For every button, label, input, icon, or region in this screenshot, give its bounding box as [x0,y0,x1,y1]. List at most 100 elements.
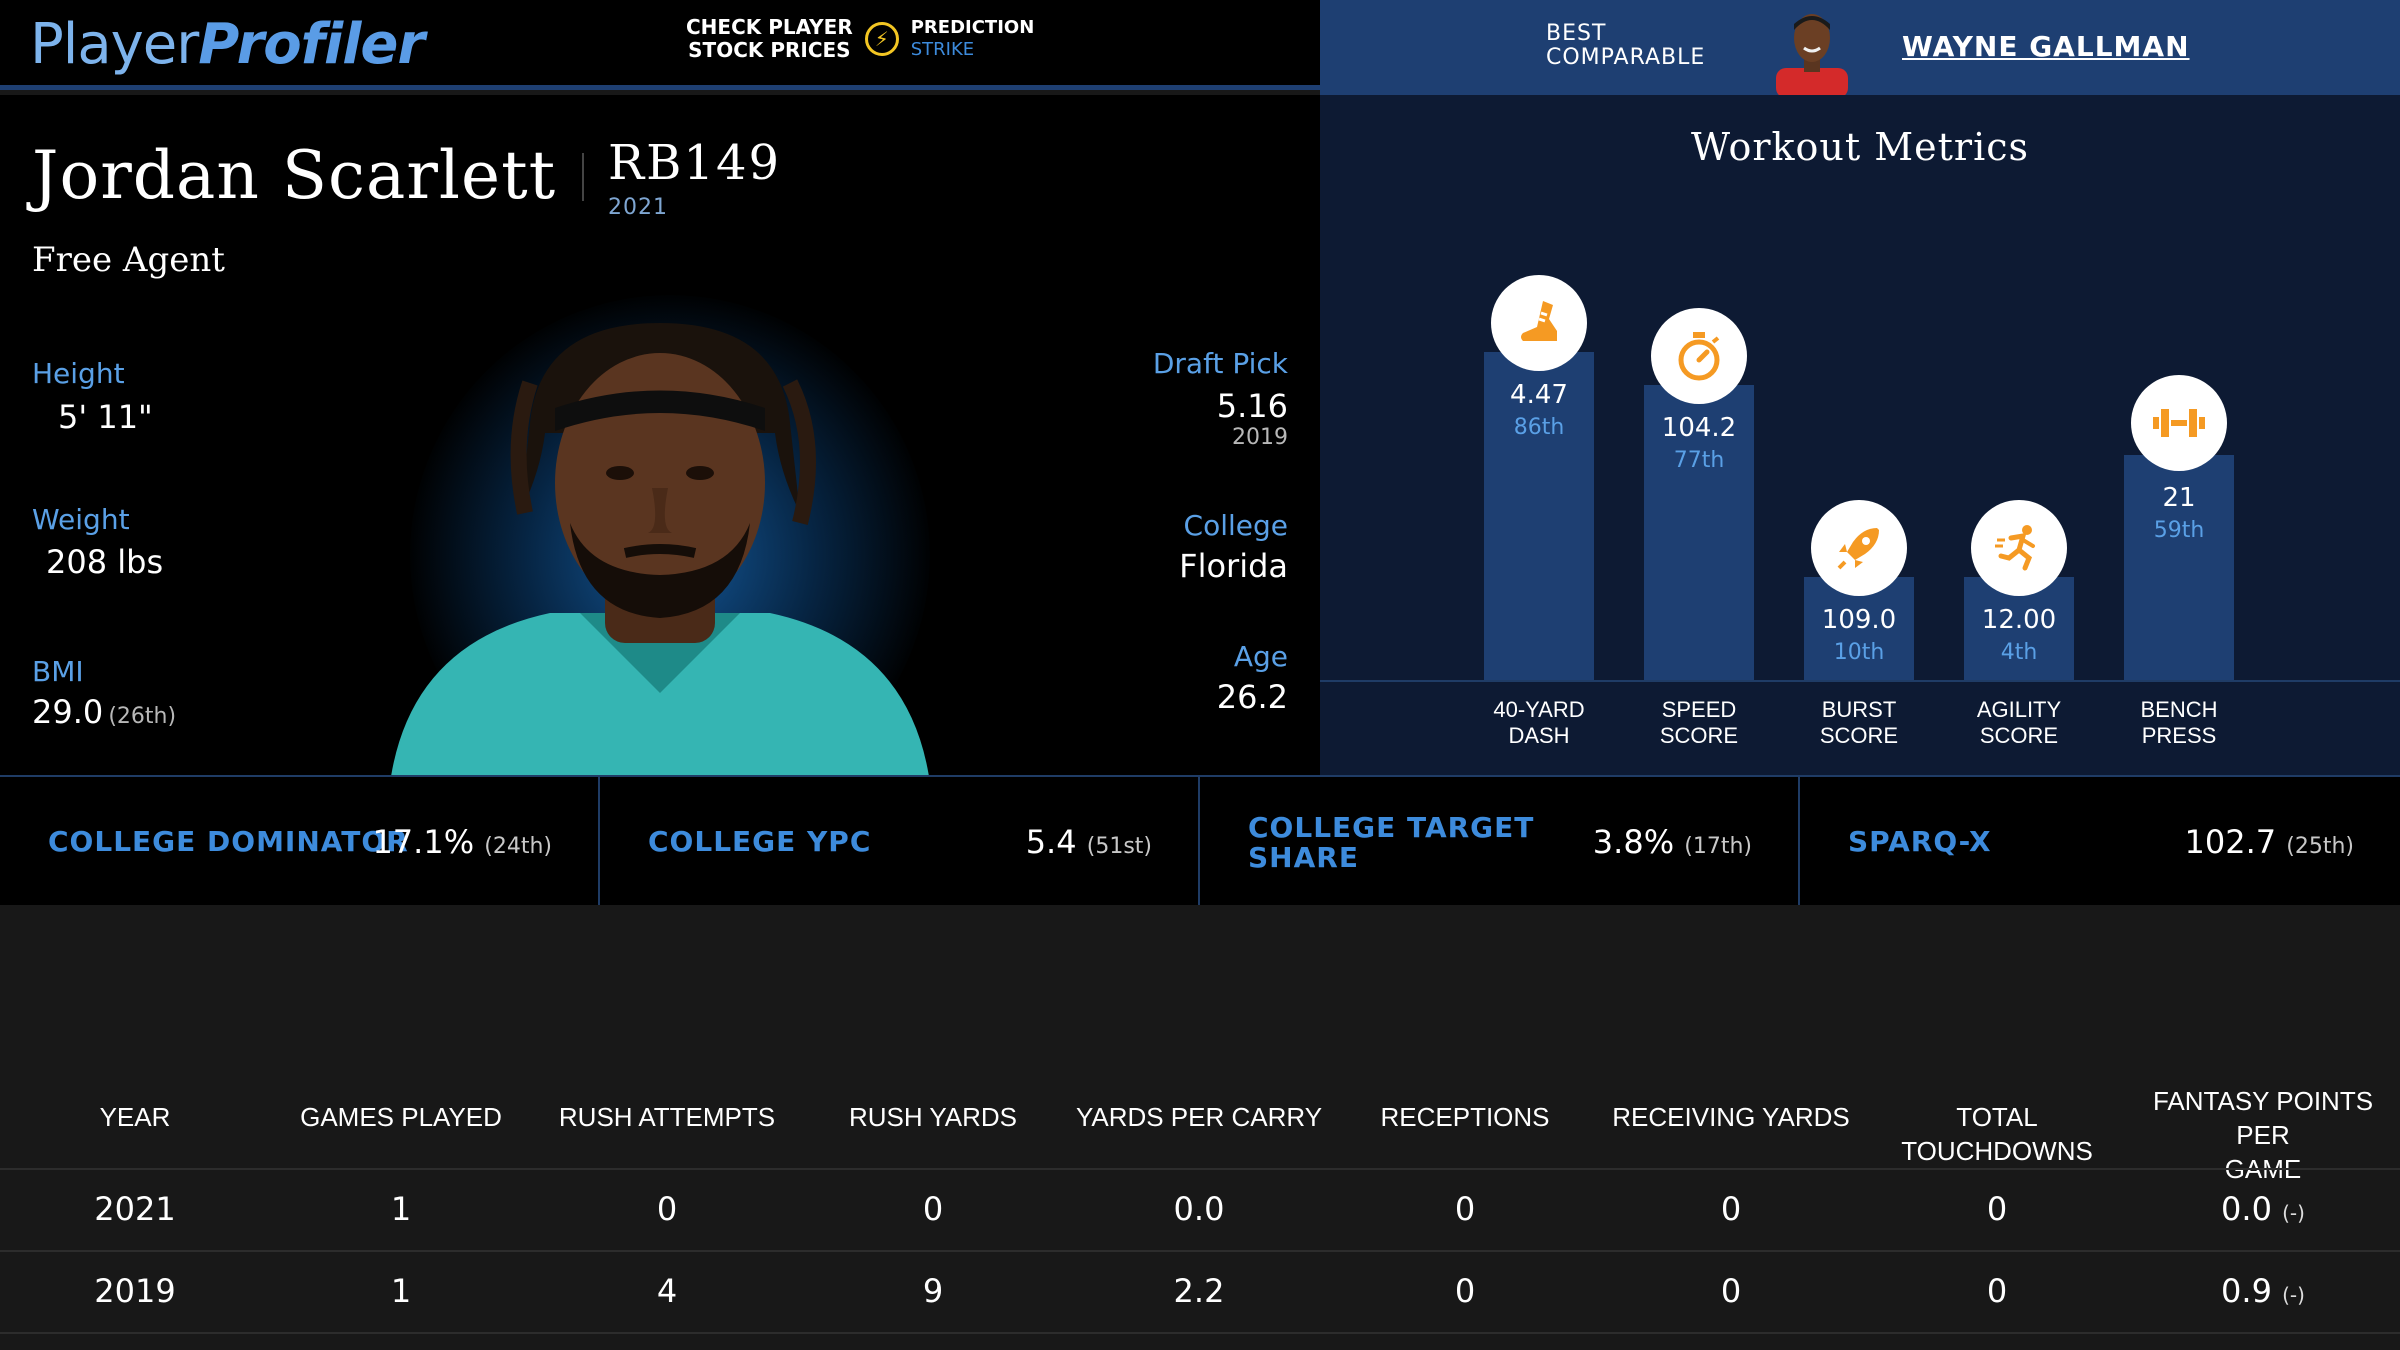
comparable-label-line-1: BEST [1546,21,1607,46]
fantasy-points-value: 0.9 [2221,1272,2272,1310]
fantasy-points-note: (-) [2282,1201,2305,1225]
cell-games: 1 [390,1272,412,1310]
metric-sparq-x: SPARQ-X 102.7 (25th) [1800,777,2400,905]
metric-value-group: 3.8% (17th) [1593,823,1752,861]
cell-receiving-yards: 0 [1720,1272,1742,1310]
college-metrics-strip: COLLEGE DOMINATOR 17.1% (24th) COLLEGE Y… [0,775,2400,905]
cell-receptions: 0 [1454,1272,1476,1310]
name-divider [582,153,584,201]
stats-table [0,905,2400,1350]
metric-value-group: 102.7 (25th) [2184,823,2354,861]
bmi-percentile: (26th) [108,704,177,729]
bar-speed-score [1644,385,1754,680]
player-name: Jordan Scarlett [32,137,557,214]
fantasy-points-value: 0.0 [2221,1190,2272,1228]
cell-rush-attempts: 0 [656,1190,678,1228]
cell-fantasy-points: 0.0 (-) [2133,1190,2393,1228]
bar-value-40-yard-dash: 4.47 [1510,380,1568,410]
metric-percentile: (51st) [1086,834,1152,859]
cell-receptions: 0 [1454,1190,1476,1228]
cell-rush-yards: 9 [922,1272,944,1310]
column-header-fantasy-points-per-game[interactable]: FANTASY POINTS PER GAME [2133,1084,2393,1186]
bar-percentile-burst-score: 10th [1833,640,1885,665]
metric-percentile: (24th) [484,834,552,859]
promo-brand-line-1: PREDICTION [910,17,1035,38]
bar-label-speed-score: SPEED SCORE [1619,697,1779,749]
promo-text: CHECK PLAYER STOCK PRICES [686,16,853,62]
table-row-divider [0,1332,2400,1334]
height-label: Height [32,357,125,390]
label-line: BURST [1821,697,1897,722]
weight-value: 208 lbs [46,543,164,581]
bmi-value-group: 29.0 (26th) [32,693,176,731]
bar-value-burst-score: 109.0 [1821,605,1897,635]
metric-value: 3.8% [1592,823,1675,861]
column-header-rush-attempts[interactable]: RUSH ATTEMPTS [558,1102,776,1132]
promo-brand-line-2: STRIKE [910,39,975,60]
bar-label-agility-score: AGILITY SCORE [1939,697,2099,749]
bar-bench-press [2124,455,2234,680]
column-header-receiving-yards[interactable]: RECEIVING YARDS [1612,1102,1850,1132]
table-row-divider [0,1168,2400,1170]
label-line: AGILITY [1976,697,2062,722]
dumbbell-icon [2131,375,2227,471]
cell-receiving-yards: 0 [1720,1190,1742,1228]
stopwatch-icon [1651,308,1747,404]
best-comparable-label: BEST COMPARABLE [1546,22,1705,70]
metric-label[interactable]: COLLEGE TARGET SHARE [1248,813,1534,873]
metric-percentile: (25th) [2286,834,2354,859]
metric-value: 102.7 [2184,823,2277,861]
bar-value-agility-score: 12.00 [1981,605,2057,635]
label-line: BENCH [2140,697,2218,722]
column-header-year[interactable]: YEAR [99,1102,171,1132]
bar-percentile-40-yard-dash: 86th [1513,415,1565,440]
college-label: College [1183,509,1288,542]
prediction-strike-promo[interactable]: CHECK PLAYER STOCK PRICES ⚡ PREDICTION S… [686,16,1034,62]
chart-baseline [1320,680,2400,682]
lightning-bolt-icon: ⚡ [864,22,899,56]
label-line: 40-YARD [1493,697,1585,722]
cell-ypc: 0.0 [1173,1190,1225,1228]
table-row-divider [0,1250,2400,1252]
rocket-icon [1811,500,1907,596]
metric-value: 17.1% [372,823,475,861]
cell-rush-yards: 0 [922,1190,944,1228]
position-rank: RB149 [608,135,782,191]
site-logo[interactable]: PlayerProfiler [30,12,425,77]
comparable-player-link[interactable]: WAYNE GALLMAN [1902,30,2190,63]
metric-label[interactable]: COLLEGE YPC [648,825,872,858]
bar-percentile-bench-press: 59th [2153,518,2205,543]
column-header-total-touchdowns[interactable]: TOTAL TOUCHDOWNS [1901,1102,2093,1166]
metric-label-line-1: COLLEGE TARGET [1248,811,1535,844]
cell-touchdowns: 0 [1986,1272,2008,1310]
column-header-rush-yards[interactable]: RUSH YARDS [848,1102,1018,1132]
cell-ypc: 2.2 [1173,1272,1225,1310]
bar-percentile-agility-score: 4th [2000,640,2038,665]
metric-college-target-share: COLLEGE TARGET SHARE 3.8% (17th) [1200,777,1800,905]
weight-label: Weight [32,503,130,536]
metric-label[interactable]: SPARQ-X [1848,825,1992,858]
metric-percentile: (17th) [1684,834,1752,859]
metric-college-dominator: COLLEGE DOMINATOR 17.1% (24th) [0,777,600,905]
cell-year: 2021 [94,1190,176,1228]
column-header-yards-per-carry[interactable]: YARDS PER CARRY [1075,1102,1323,1132]
metric-college-ypc: COLLEGE YPC 5.4 (51st) [600,777,1200,905]
label-line: SCORE [1659,723,1739,748]
player-headshot [391,323,929,775]
cell-year: 2019 [94,1272,176,1310]
cell-touchdowns: 0 [1986,1190,2008,1228]
promo-line-2: STOCK PRICES [688,38,851,62]
promo-brand: PREDICTION STRIKE [911,17,1035,61]
bmi-value: 29.0 [32,693,104,731]
bar-value-speed-score: 104.2 [1661,413,1737,443]
bar-percentile-speed-score: 77th [1673,448,1725,473]
column-header-receptions[interactable]: RECEPTIONS [1380,1102,1550,1132]
column-header-games-played[interactable]: GAMES PLAYED [300,1102,502,1132]
position-rank-year: 2021 [608,195,668,220]
age-value: 26.2 [1216,678,1288,716]
bar-value-bench-press: 21 [2162,483,2196,513]
bar-label-bench-press: BENCH PRESS [2099,697,2259,749]
fantasy-points-note: (-) [2282,1283,2305,1307]
label-line: DASH [1508,723,1570,748]
metric-label[interactable]: COLLEGE DOMINATOR [48,825,409,858]
